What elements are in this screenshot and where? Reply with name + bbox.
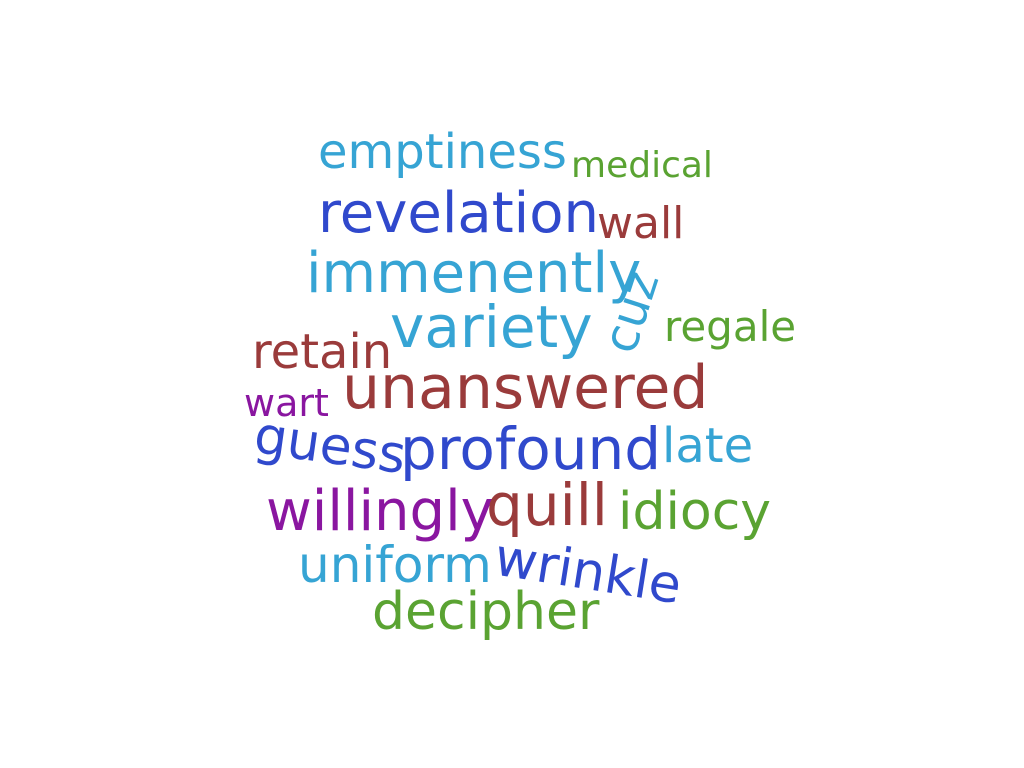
word-profound: profound [400,415,662,483]
word-revelation: revelation [318,181,599,246]
word-uniform: uniform [298,536,492,594]
word-decipher: decipher [372,582,600,642]
word-wall: wall [597,198,685,249]
word-variety: variety [390,293,593,361]
word-idiocy: idiocy [618,482,772,542]
word-retain: retain [252,324,393,380]
word-late: late [662,418,754,474]
word-regale: regale [664,302,797,351]
word-quill: quill [486,471,608,539]
word-emptiness: emptiness [318,124,567,180]
word-immenently: immenently [306,241,642,306]
word-medical: medical [571,145,713,186]
word-wart: wart [244,381,329,425]
word-willingly: willingly [266,479,494,544]
word-unanswered: unanswered [342,353,709,423]
